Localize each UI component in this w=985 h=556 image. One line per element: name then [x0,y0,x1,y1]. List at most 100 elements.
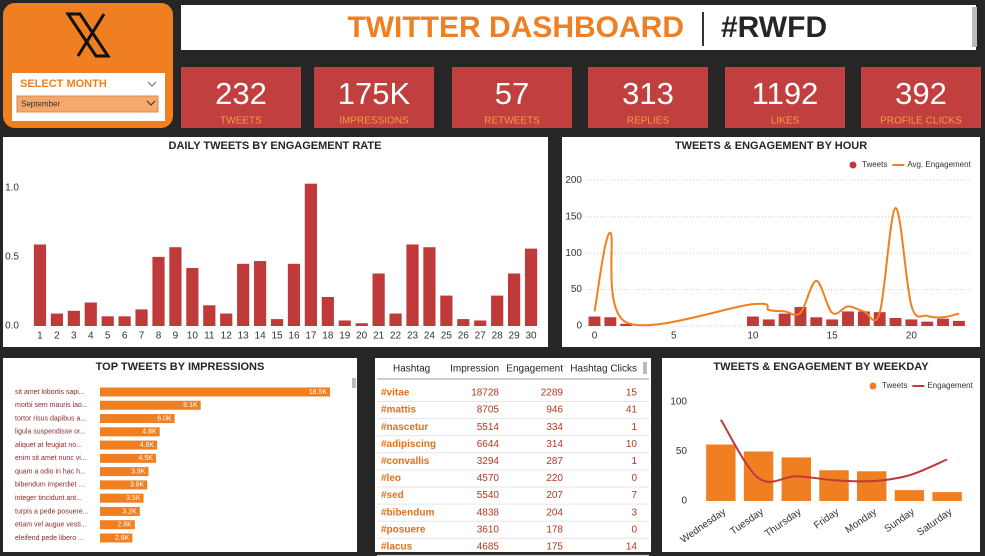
kpi-card [452,67,572,128]
bar [84,302,97,326]
x-tick-label: 7 [139,331,145,342]
number-cell: 946 [546,405,563,416]
data-label: 4.5K [139,455,154,462]
bar [67,310,80,326]
kpi-card [181,67,301,128]
x-tick-label: 17 [305,331,317,342]
x-tick-label: 12 [221,331,233,342]
number-cell: 5540 [477,490,500,501]
data-label: 6.0K [157,415,172,422]
dashboard-title: TWITTER DASHBOARD [347,11,684,44]
number-cell: 4570 [477,473,500,484]
filter-chevron [147,81,157,87]
legend-label: Engagement [927,381,973,390]
x-tick-label: 5 [671,331,677,342]
x-tick-label: 13 [238,331,250,342]
x-tick-label: 22 [390,331,402,342]
x-tick-label: 26 [458,331,470,342]
bar [491,295,504,326]
x-logo [65,12,111,58]
y-tick-label: tortor risus dapibus a... [15,415,86,422]
kpi-label: IMPRESSIONS [339,116,409,127]
bar [457,319,470,326]
x-tick-label: 2 [54,331,60,342]
bar [826,319,839,326]
number-cell: 1 [631,422,637,433]
number-cell: 14 [626,542,638,553]
number-cell: 334 [546,422,563,433]
kpi-value: 392 [895,76,947,111]
x-tick-label: 23 [407,331,419,342]
line [593,206,960,327]
number-cell: 1 [631,456,637,467]
legend-label: Tweets [862,160,887,169]
bar [270,319,284,326]
chart-title: TWEETS & ENGAGEMENT BY HOUR [675,140,867,152]
y-tick-label: 0 [576,321,582,332]
x-tick-label: 19 [339,331,351,342]
bar [372,273,385,326]
bar [152,256,165,326]
x-tick-label: 3 [71,331,77,342]
number-cell: 10 [626,439,638,450]
bar [203,305,216,326]
data-label: 2.6K [115,535,130,542]
hashtag-cell: #bibendum [381,507,434,518]
filter-value[interactable]: September [21,100,60,109]
legend-marker [869,382,877,390]
bar [100,387,330,397]
kpi-label: REPLIES [627,116,670,127]
y-tick-label: 0.5 [5,252,19,263]
data-label: 18.5K [309,389,328,396]
bar [100,414,175,424]
bar [842,311,854,326]
data-label: 4.6K [140,442,155,449]
kpi-label: PROFILE CLICKS [880,116,962,127]
bar [100,533,133,543]
x-tick-label: 28 [492,331,504,342]
number-cell: 220 [546,473,563,484]
bar [287,263,301,326]
x-tick-label: 5 [105,331,111,342]
bar [952,320,965,326]
bar [921,321,934,326]
dropdown-chevron [146,100,156,106]
x-tick-label: 29 [509,331,521,342]
bar [857,311,870,326]
table-header: Engagement [506,364,563,375]
bar [508,273,521,326]
y-tick-label: quam a odio in hac h... [15,468,86,475]
x-tick-label: 10 [747,331,759,342]
chart-title: TOP TWEETS BY IMPRESSIONS [96,361,265,373]
bar [50,313,63,326]
kpi-value: 313 [622,76,674,111]
bar [762,319,775,326]
x-tick-label: 1 [37,331,43,342]
kpi-value: 232 [215,76,267,111]
x-tick-label: 0 [592,331,598,342]
legend-label: Avg. Engagement [907,160,971,169]
bar [321,296,334,326]
y-tick-label: turpis a pede posuere... [15,508,89,515]
number-cell: 8705 [477,405,500,416]
number-cell: 4685 [477,542,500,553]
y-tick-label: bibendum imperdiet ... [15,482,84,489]
bar [932,492,962,501]
y-tick-label: 0.0 [5,321,19,332]
x-tick-label: 11 [204,331,215,342]
data-label: 8.1K [183,402,198,409]
dashboard-tag: #RWFD [721,11,827,44]
title-bar [181,5,976,50]
bar [355,323,368,326]
legend-label: Tweets [882,381,907,390]
number-cell: 314 [546,439,563,450]
y-tick-label: 0 [681,496,687,507]
filter-dropdown[interactable] [16,95,159,113]
number-cell: 3294 [477,456,500,467]
number-cell: 207 [546,490,563,501]
filter-label: SELECT MONTH [20,78,107,90]
bar [778,313,791,326]
table-header: Hashtag Clicks [570,364,637,375]
x-tick-label: 24 [424,331,436,342]
